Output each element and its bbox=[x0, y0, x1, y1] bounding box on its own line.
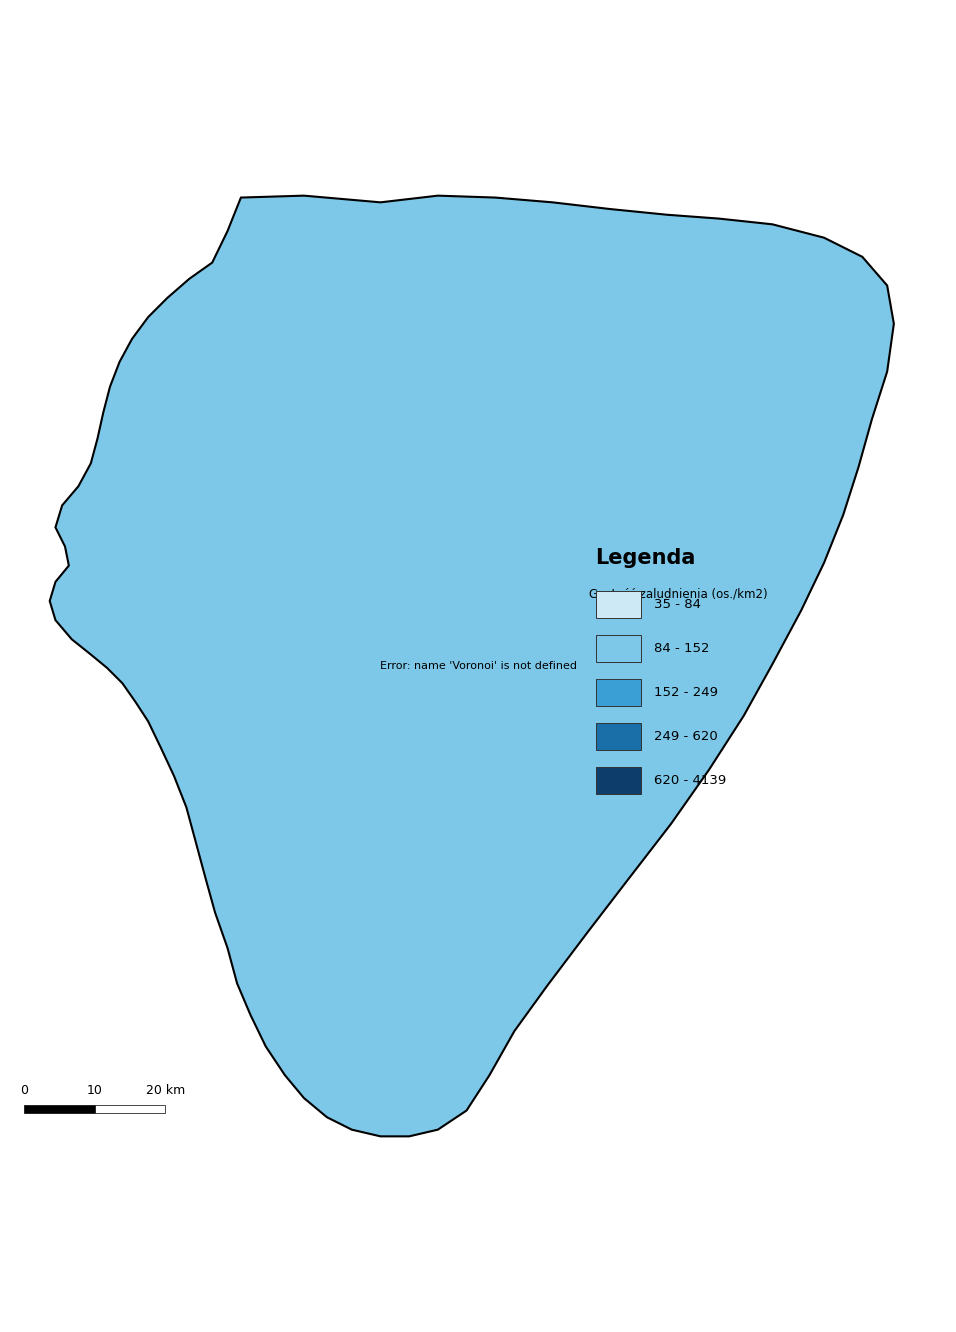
Text: Error: name 'Voronoi' is not defined: Error: name 'Voronoi' is not defined bbox=[380, 661, 576, 671]
Polygon shape bbox=[50, 196, 894, 1136]
Text: 152 - 249: 152 - 249 bbox=[654, 686, 718, 699]
Text: 10: 10 bbox=[87, 1084, 102, 1098]
Text: 84 - 152: 84 - 152 bbox=[654, 642, 709, 655]
Text: Gęstość zaludnienia (os./km2): Gęstość zaludnienia (os./km2) bbox=[589, 587, 768, 601]
Text: 20 km: 20 km bbox=[145, 1084, 185, 1098]
Bar bbox=[596, 767, 641, 794]
Bar bbox=[596, 723, 641, 750]
Text: 35 - 84: 35 - 84 bbox=[654, 598, 701, 611]
Bar bbox=[95, 1104, 165, 1114]
Text: Legenda: Legenda bbox=[596, 549, 696, 569]
Text: 0: 0 bbox=[20, 1084, 28, 1098]
Bar bbox=[596, 679, 641, 706]
Text: 620 - 4139: 620 - 4139 bbox=[654, 774, 727, 787]
Bar bbox=[596, 591, 641, 618]
Bar bbox=[596, 635, 641, 662]
Text: 249 - 620: 249 - 620 bbox=[654, 730, 718, 743]
Bar bbox=[24, 1104, 95, 1114]
